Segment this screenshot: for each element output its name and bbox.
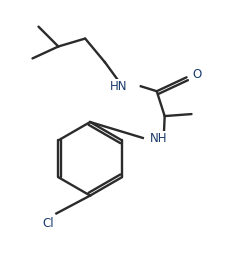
Text: O: O bbox=[192, 68, 201, 81]
Text: NH: NH bbox=[149, 132, 166, 146]
Text: Cl: Cl bbox=[42, 217, 54, 230]
Text: HN: HN bbox=[109, 80, 126, 93]
